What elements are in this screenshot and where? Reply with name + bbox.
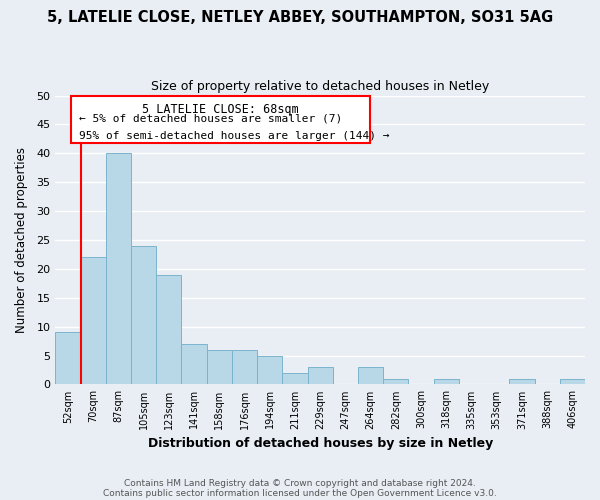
Bar [206,350,232,384]
Bar [257,356,283,384]
Bar [308,367,333,384]
Bar [232,350,257,384]
Bar [383,378,409,384]
X-axis label: Distribution of detached houses by size in Netley: Distribution of detached houses by size … [148,437,493,450]
Text: ← 5% of detached houses are smaller (7): ← 5% of detached houses are smaller (7) [79,114,343,124]
Text: 5 LATELIE CLOSE: 68sqm: 5 LATELIE CLOSE: 68sqm [142,103,299,116]
Bar [509,378,535,384]
Bar [283,373,308,384]
Text: 95% of semi-detached houses are larger (144) →: 95% of semi-detached houses are larger (… [79,130,389,140]
Text: Contains public sector information licensed under the Open Government Licence v3: Contains public sector information licen… [103,488,497,498]
Bar [156,274,181,384]
Bar [560,378,585,384]
Bar [434,378,459,384]
Bar [80,258,106,384]
Bar [181,344,206,385]
Bar [106,154,131,384]
Text: 5, LATELIE CLOSE, NETLEY ABBEY, SOUTHAMPTON, SO31 5AG: 5, LATELIE CLOSE, NETLEY ABBEY, SOUTHAMP… [47,10,553,25]
Title: Size of property relative to detached houses in Netley: Size of property relative to detached ho… [151,80,489,93]
Bar [55,332,80,384]
Bar [358,367,383,384]
Y-axis label: Number of detached properties: Number of detached properties [15,147,28,333]
Text: Contains HM Land Registry data © Crown copyright and database right 2024.: Contains HM Land Registry data © Crown c… [124,478,476,488]
Bar [131,246,156,384]
FancyBboxPatch shape [71,96,370,143]
